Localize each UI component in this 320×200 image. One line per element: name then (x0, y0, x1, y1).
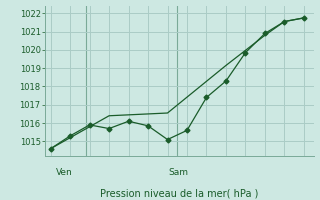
Text: Ven: Ven (56, 168, 72, 177)
Text: Sam: Sam (168, 168, 188, 177)
Text: Pression niveau de la mer( hPa ): Pression niveau de la mer( hPa ) (100, 189, 258, 199)
